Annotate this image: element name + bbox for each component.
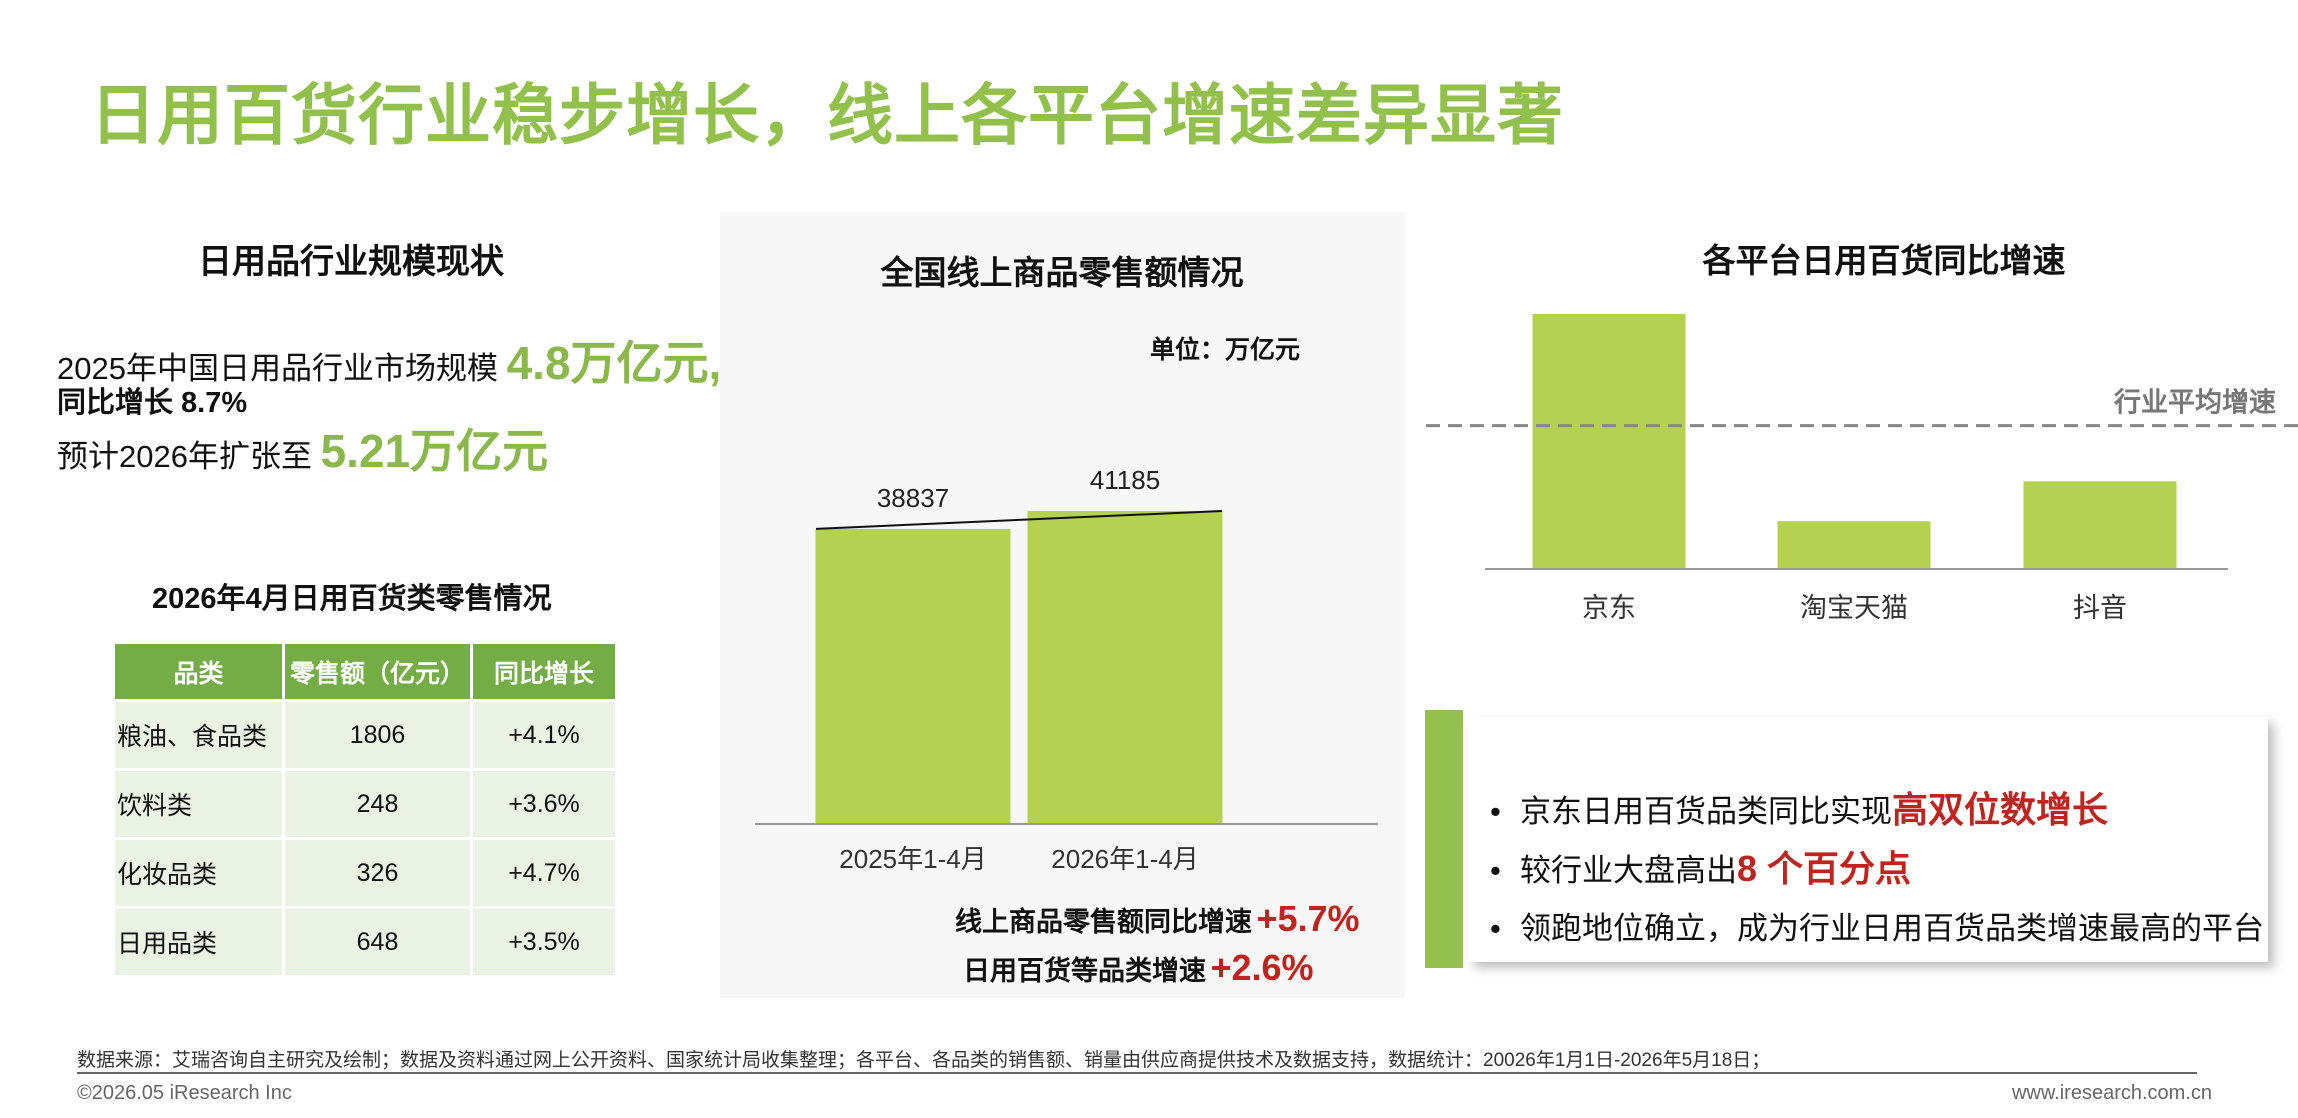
table-row: 日用品类 648 +3.5%: [115, 909, 615, 975]
table-cell-growth: +3.6%: [473, 771, 615, 837]
bullet-text: 京东日用百货品类同比实现: [1520, 794, 1892, 829]
platform-bar-2: [1777, 521, 1931, 569]
table-row: 饮料类 248 +3.6%: [115, 771, 615, 837]
platform-tick-label: 抖音: [2073, 593, 2127, 623]
forecast-line: 预计2026年扩张至 5.21万亿元: [57, 428, 548, 474]
table-cell-category: 日用品类: [115, 909, 282, 975]
table-cell-category: 粮油、食品类: [115, 702, 282, 768]
footer-divider: [77, 1072, 2197, 1074]
platform-bar-1: [1532, 314, 1686, 569]
insight-bullet-1: • 京东日用百货品类同比实现高双位数增长: [1490, 781, 2108, 833]
platform-growth-chart: 各平台日用百货同比增速 京东 淘宝天猫 抖音 行业平均增速: [1426, 242, 2298, 623]
website-link[interactable]: www.iresearch.com.cn: [2011, 1082, 2212, 1104]
growth-online-value: +5.7%: [1256, 898, 1360, 939]
x-tick-label: 2026年1-4月: [1051, 844, 1198, 874]
online-retail-chart: 全国线上商品零售额情况 单位：万亿元 38837 2025年1-4月 41185 20…: [755, 254, 1378, 874]
market-scale-line: 2025年中国日用品行业市场规模 4.8万亿元,: [57, 340, 721, 386]
table-cell-growth: +4.1%: [473, 702, 615, 768]
table-header-row: 品类 零售额（亿元） 同比增长: [115, 644, 615, 699]
bullet-highlight: 8 个百分点: [1737, 848, 1912, 889]
growth-online-label: 线上商品零售额同比增速: [955, 907, 1252, 937]
bar-1: [815, 528, 1011, 824]
accent-bar: [1425, 710, 1463, 968]
bar-value-label: 38837: [877, 483, 949, 513]
platform-tick-label: 淘宝天猫: [1800, 593, 1908, 623]
bullet-text: 领跑地位确立，成为行业日用百货品类增速最高的平台: [1520, 911, 2264, 946]
table-cell-sales: 648: [285, 909, 470, 975]
bullet-dot-icon: •: [1490, 794, 1501, 829]
bar-value-label: 41185: [1090, 465, 1160, 495]
bullet-highlight: 高双位数增长: [1892, 789, 2109, 830]
bullet-dot-icon: •: [1490, 911, 1501, 946]
chart-unit-label: 单位：万亿元: [1150, 335, 1300, 364]
platform-bar-3: [2023, 481, 2177, 569]
table-cell-sales: 1806: [285, 702, 470, 768]
page-title: 日用百货行业稳步增长，线上各平台增速差异显著: [90, 78, 1564, 152]
table-cell-growth: +4.7%: [473, 840, 615, 906]
growth-daily-label: 日用百货等品类增速: [963, 956, 1206, 986]
table-cell-sales: 326: [285, 840, 470, 906]
online-retail-chart-title: 全国线上商品零售额情况: [880, 254, 1244, 291]
bullet-dot-icon: •: [1490, 853, 1501, 888]
table-row: 化妆品类 326 +4.7%: [115, 840, 615, 906]
insight-bullet-3: • 领跑地位确立，成为行业日用百货品类增速最高的平台: [1490, 903, 2264, 948]
forecast-value: 5.21万亿元: [320, 425, 549, 477]
table-row: 粮油、食品类 1806 +4.1%: [115, 702, 615, 768]
market-scale-label: 2025年中国日用品行业市场规模: [57, 351, 498, 386]
data-source-note: 数据来源：艾瑞咨询自主研究及绘制；数据及资料通过网上公开资料、国家统计局收集整理…: [77, 1050, 1771, 1071]
copyright: ©2026.05 iResearch Inc: [77, 1082, 292, 1104]
table-header-sales: 零售额（亿元）: [285, 644, 470, 699]
table-header-growth: 同比增长: [473, 644, 615, 699]
bullet-text: 较行业大盘高出: [1520, 853, 1737, 888]
growth-daily: 日用百货等品类增速 +2.6%: [963, 947, 1314, 989]
trend-line: [815, 510, 1223, 530]
table-cell-category: 化妆品类: [115, 840, 282, 906]
market-scale-value: 4.8万亿元,: [506, 337, 722, 389]
retail-table-title: 2026年4月日用百货类零售情况: [152, 583, 552, 615]
insight-box: [1468, 717, 2268, 962]
industry-scale-title: 日用品行业规模现状: [198, 243, 504, 281]
platform-chart-title: 各平台日用百货同比增速: [1702, 242, 2066, 279]
forecast-label: 预计2026年扩张至: [57, 439, 312, 474]
insight-bullet-2: • 较行业大盘高出8 个百分点: [1490, 840, 1911, 892]
x-tick-label: 2025年1-4月: [839, 844, 986, 874]
growth-daily-value: +2.6%: [1210, 947, 1314, 988]
growth-online: 线上商品零售额同比增速 +5.7%: [955, 898, 1360, 940]
platform-tick-label: 京东: [1582, 593, 1636, 623]
yoy-growth-line: 同比增长 8.7%: [57, 387, 248, 419]
table-cell-growth: +3.5%: [473, 909, 615, 975]
bar-2: [1027, 511, 1223, 824]
table-cell-sales: 248: [285, 771, 470, 837]
table-header-category: 品类: [115, 644, 282, 699]
retail-table: 品类 零售额（亿元） 同比增长 粮油、食品类 1806 +4.1% 饮料类 24…: [112, 641, 618, 978]
industry-average-label: 行业平均增速: [2113, 387, 2276, 418]
table-cell-category: 饮料类: [115, 771, 282, 837]
